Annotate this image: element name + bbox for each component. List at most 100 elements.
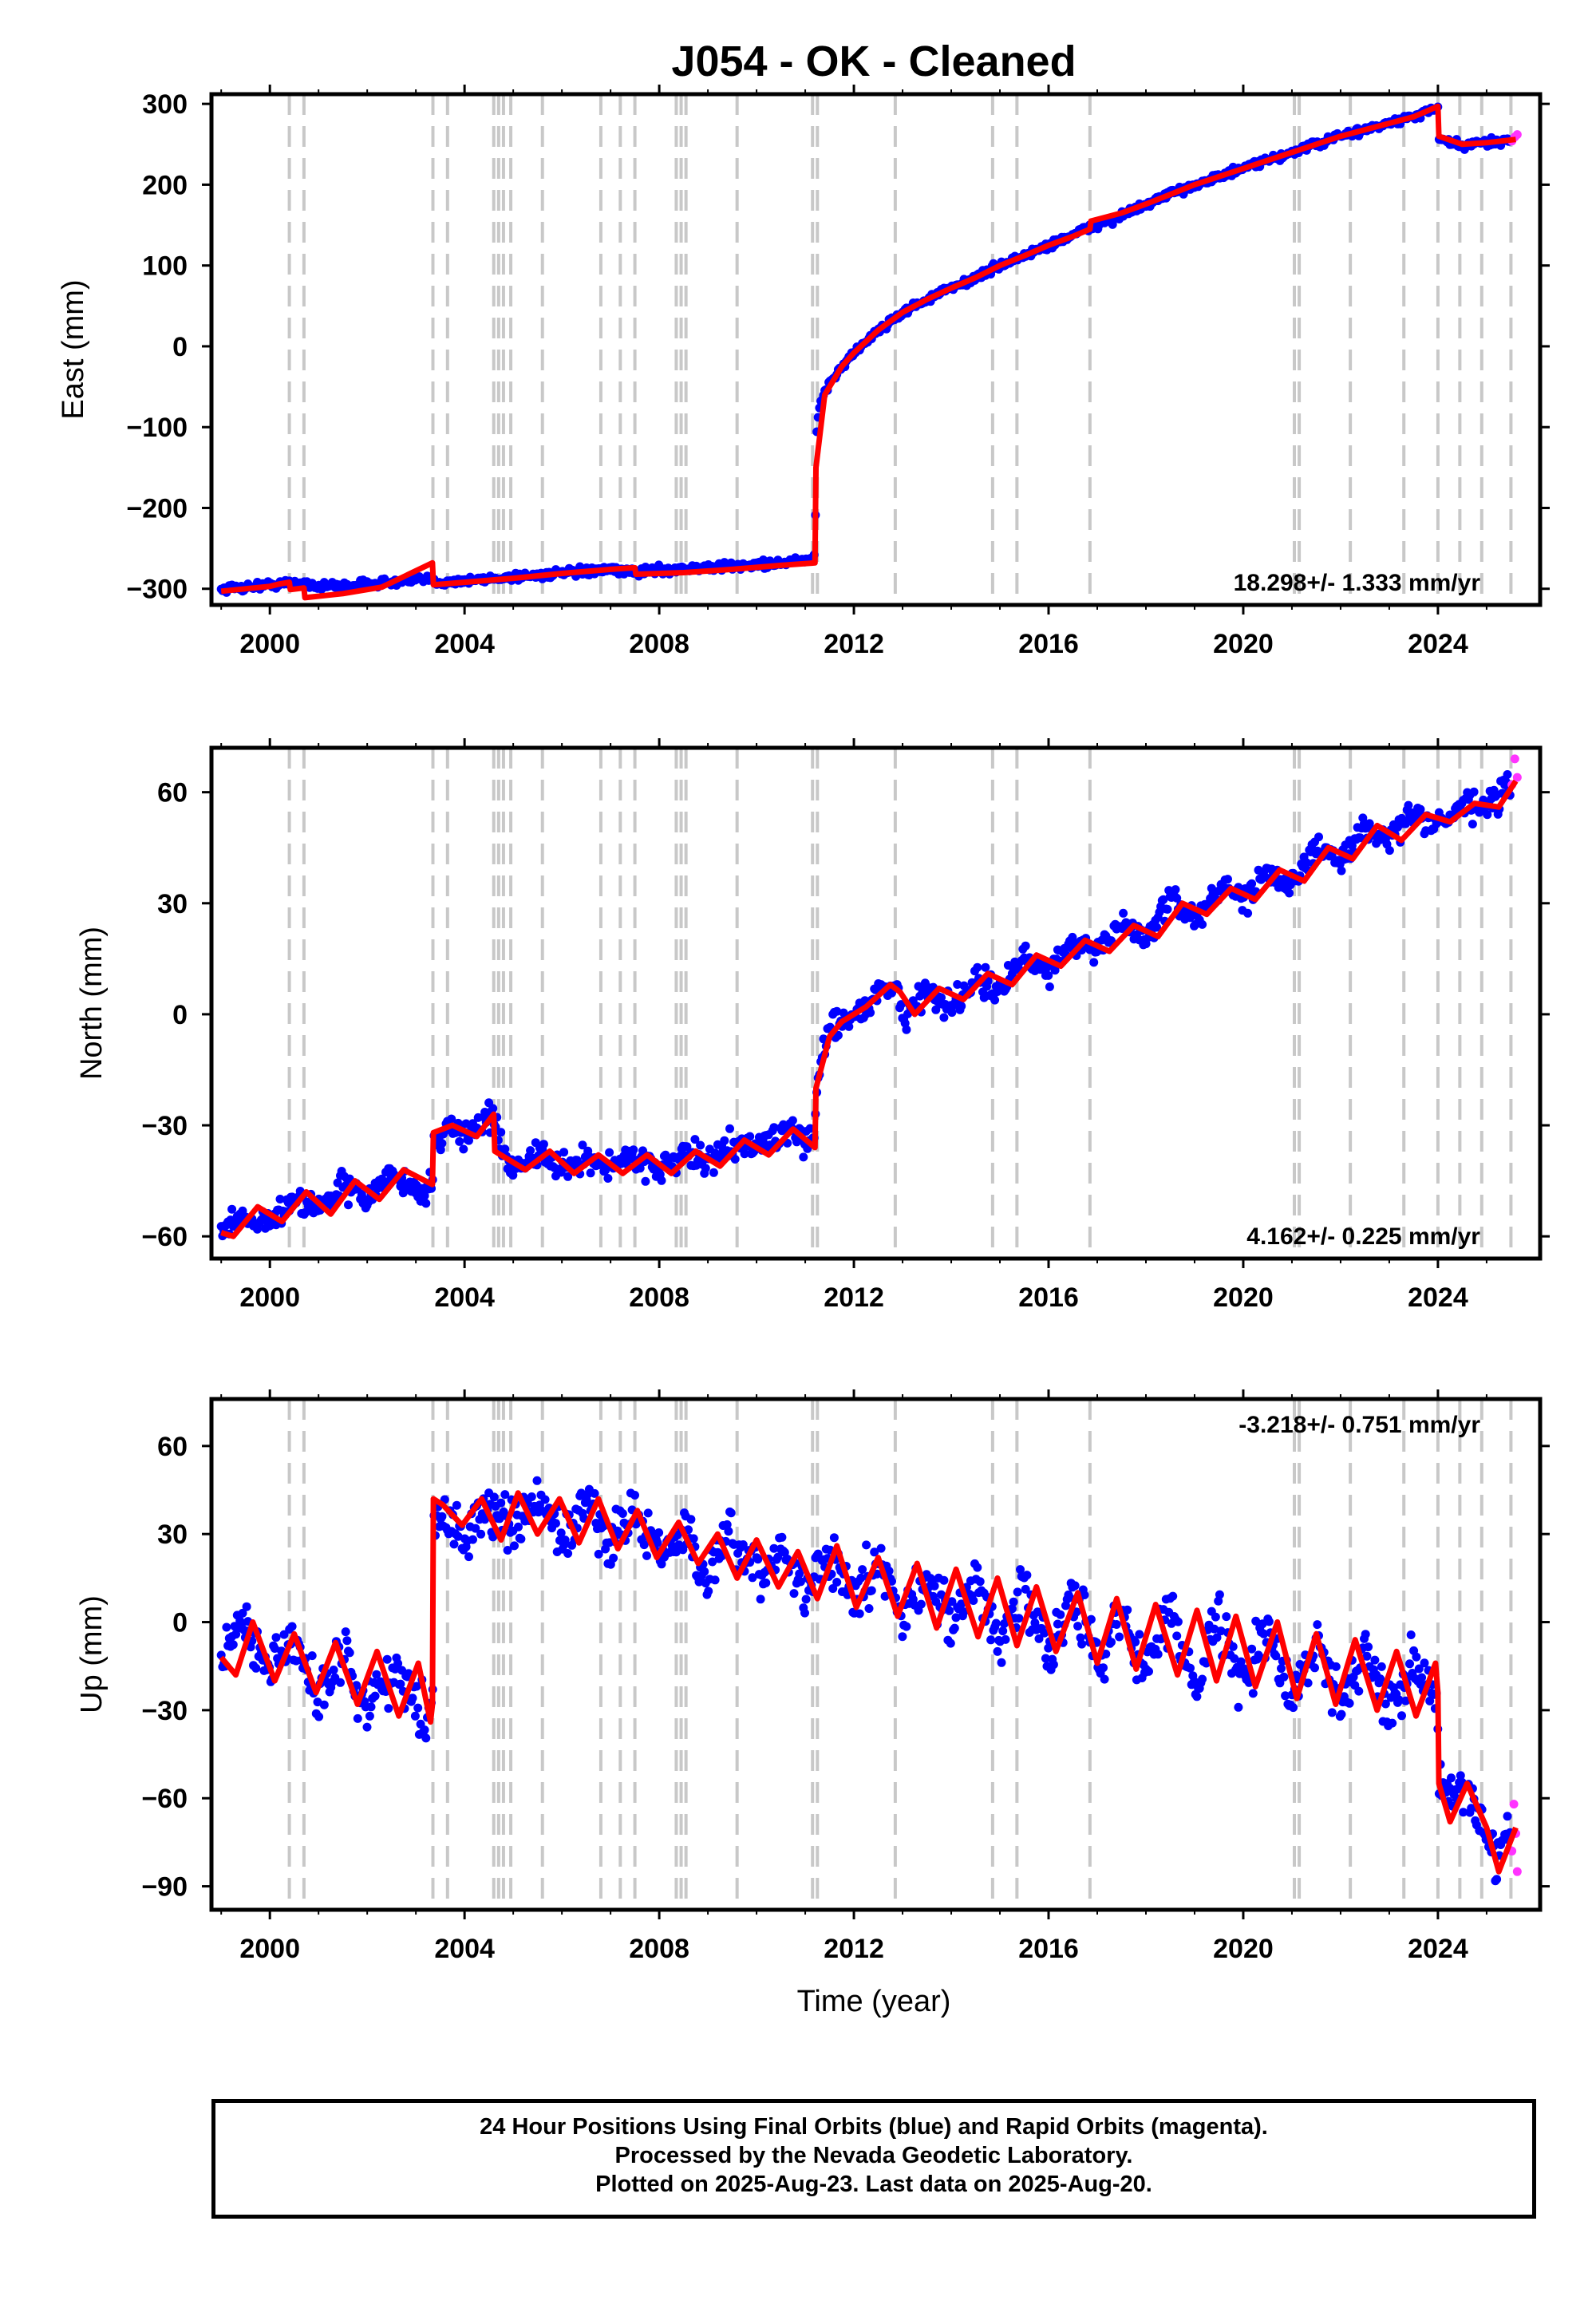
final-orbit-point: [832, 1578, 842, 1587]
final-orbit-point: [1135, 1630, 1144, 1639]
final-orbit-point: [708, 1557, 717, 1567]
final-orbit-point: [1381, 1699, 1390, 1709]
final-orbit-point: [950, 1623, 959, 1633]
final-orbit-point: [455, 1136, 464, 1146]
final-orbit-point: [1397, 1711, 1406, 1721]
final-orbit-point: [1401, 1696, 1410, 1705]
final-orbit-point: [1056, 1610, 1065, 1619]
final-orbit-point: [605, 1148, 614, 1157]
y-tick-label: 60: [157, 778, 188, 808]
x-tick-label: 2008: [629, 1934, 689, 1964]
final-orbit-point: [855, 1609, 864, 1618]
final-orbit-point: [1271, 1651, 1281, 1661]
final-orbit-point: [657, 1559, 666, 1569]
final-orbit-point: [828, 1584, 838, 1593]
final-orbit-point: [1492, 1875, 1502, 1884]
final-orbit-point: [789, 1589, 799, 1599]
final-orbit-point: [1247, 879, 1257, 888]
final-orbit-point: [1483, 810, 1492, 820]
final-orbit-point: [1112, 1620, 1121, 1629]
final-orbit-point: [710, 1575, 720, 1585]
final-orbit-point: [500, 1144, 510, 1154]
model-line: [219, 1490, 1519, 1875]
final-orbit-point: [1277, 1664, 1286, 1674]
final-orbit-point: [898, 1632, 907, 1642]
final-orbit-point: [420, 1725, 429, 1735]
final-orbit-point: [1364, 1642, 1373, 1652]
y-tick-label: 60: [157, 1432, 188, 1462]
final-orbit-point: [1212, 1633, 1222, 1642]
final-orbit-point: [1417, 1673, 1427, 1682]
final-orbit-point: [1406, 1630, 1416, 1639]
final-orbit-point: [1144, 1666, 1153, 1676]
final-orbit-point: [1425, 1696, 1435, 1705]
y-tick-label: 0: [172, 1608, 188, 1638]
final-orbit-point: [222, 1622, 231, 1632]
y-tick-label: 30: [157, 889, 188, 919]
final-orbit-point: [1021, 1584, 1030, 1594]
x-tick-label: 2016: [1018, 629, 1079, 659]
final-orbit-point: [1377, 1662, 1386, 1671]
final-orbit-point: [1503, 1812, 1512, 1821]
x-axis: 2000 2004 2008 2012 2016 2020 2024: [220, 738, 1487, 1313]
x-tick-label: 2008: [629, 629, 689, 659]
y-axis-label: North (mm): [75, 927, 109, 1080]
final-orbit-point: [951, 1613, 961, 1622]
final-orbit-point: [421, 1199, 431, 1208]
final-orbit-point: [1099, 1663, 1108, 1673]
x-tick-label: 2016: [1018, 1282, 1079, 1313]
final-orbit-point: [353, 1713, 362, 1723]
final-orbit-point: [1223, 875, 1232, 884]
final-orbit-point: [690, 1135, 700, 1144]
final-orbit-point: [973, 1563, 982, 1572]
final-orbit-point: [1050, 966, 1060, 975]
equipment-change-lines: [287, 94, 1513, 605]
final-orbit-point: [413, 1703, 423, 1713]
final-orbit-point: [945, 1606, 954, 1615]
final-orbit-point: [1065, 1593, 1074, 1603]
y-tick-label: 0: [172, 332, 188, 362]
final-orbit-point: [813, 1549, 823, 1559]
final-orbit-point: [437, 1139, 447, 1148]
x-tick-label: 2008: [629, 1282, 689, 1313]
final-orbit-point: [629, 1145, 638, 1155]
final-orbit-point: [1107, 1638, 1116, 1647]
final-orbit-point: [468, 1535, 477, 1544]
final-orbit-point: [947, 1008, 957, 1018]
final-orbit-point: [1077, 1639, 1087, 1649]
final-orbit-point: [344, 1200, 353, 1210]
final-orbit-point: [916, 1599, 926, 1609]
final-orbit-point: [973, 962, 982, 972]
final-orbit-point: [777, 1532, 787, 1542]
x-tick-label: 2012: [824, 1282, 884, 1313]
plot-frame: [209, 92, 1543, 607]
y-tick-label: −60: [141, 1222, 188, 1252]
final-orbit-point: [1131, 1638, 1140, 1646]
final-orbit-point: [801, 1595, 811, 1604]
x-axis: 2000 2004 2008 2012 2016 2020 2024: [220, 1389, 1487, 1964]
plot-area-north: [216, 754, 1522, 1241]
final-orbit-point: [500, 1490, 510, 1500]
final-orbit-point: [578, 1140, 587, 1150]
final-orbit-point: [1153, 1650, 1163, 1659]
final-orbit-point: [773, 1552, 783, 1562]
final-orbit-point: [999, 1619, 1009, 1628]
x-tick-label: 2000: [239, 1282, 300, 1313]
plot-frame: [209, 745, 1543, 1261]
final-orbit-point: [594, 1549, 603, 1559]
final-orbit-point: [1186, 1663, 1195, 1673]
final-orbit-point: [1285, 888, 1294, 898]
y-tick-label: 100: [142, 251, 188, 282]
panel-north: 2000 2004 2008 2012 2016 2020 2024 60 30 0 −30 −60 N…: [75, 738, 1550, 1313]
final-orbit-point: [858, 1565, 867, 1575]
footer-info-box: 24 Hour Positions Using Final Orbits (bl…: [211, 2099, 1536, 2219]
final-orbit-point: [856, 1573, 866, 1583]
final-orbit-point: [437, 1512, 447, 1521]
final-orbit-point: [412, 1682, 421, 1691]
final-orbit-point: [1044, 1643, 1053, 1653]
plot-frame: [209, 1397, 1543, 1912]
final-orbit-point: [832, 1006, 842, 1016]
final-orbit-point: [1168, 1591, 1178, 1601]
final-orbit-point: [1416, 804, 1425, 814]
final-orbit-point: [1108, 219, 1117, 229]
